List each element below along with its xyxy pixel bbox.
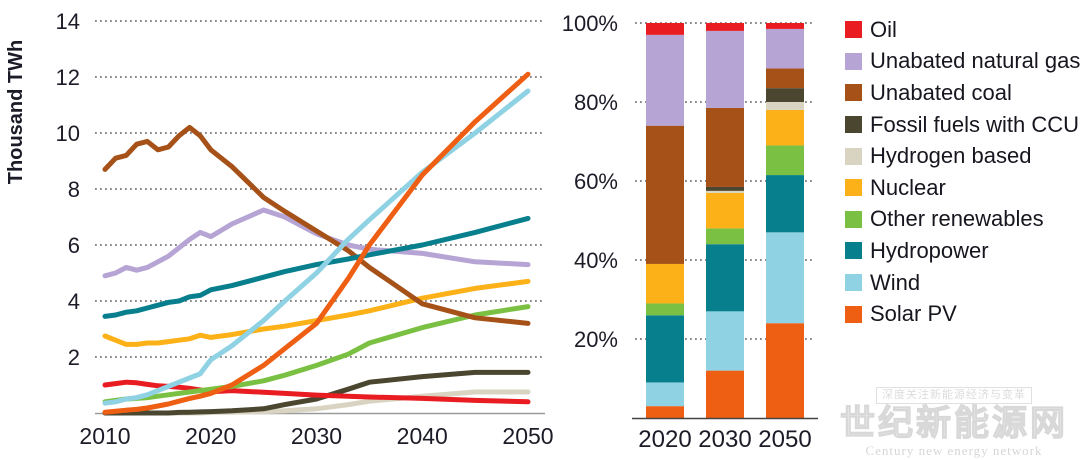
segment-solar-pv <box>706 370 744 418</box>
segment-hydropower <box>766 175 804 233</box>
legend-item-solar-pv: Solar PV <box>845 298 1080 330</box>
bar-category-label: 2030 <box>698 426 751 453</box>
y-tick-label: 2 <box>68 345 80 370</box>
legend: Oil Unabated natural gas Unabated coal Foss… <box>845 14 1080 330</box>
segment-other-renewables <box>646 303 684 316</box>
legend-item-fossil-fuels-with-ccus: Fossil fuels with CCUS <box>845 109 1080 141</box>
legend-label: Hydropower <box>870 237 989 263</box>
legend-label: Unabated coal <box>870 79 1012 105</box>
series-line-solar-pv <box>102 71 531 415</box>
segment-hydrogen-based <box>706 190 744 193</box>
segment-wind <box>706 311 744 371</box>
watermark-title: 世纪新能源网 <box>839 404 1069 444</box>
segment-hydropower <box>646 315 684 383</box>
unabated-natural-gas-swatch-icon <box>845 52 862 70</box>
segment-hydrogen-based <box>766 102 804 110</box>
segment-oil <box>766 23 804 29</box>
y-tick-label: 6 <box>68 233 80 258</box>
y-tick-label: 12 <box>56 65 80 90</box>
stacked-bar-2030 <box>706 23 744 418</box>
x-tick-label: 2030 <box>291 423 342 449</box>
watermark: 深度关注新能源经济与变革 世纪新能源网 Century new energy n… <box>839 386 1069 458</box>
segment-oil <box>706 23 744 31</box>
legend-label: Solar PV <box>870 301 957 327</box>
legend-label: Unabated natural gas <box>870 48 1080 74</box>
legend-item-unabated-natural-gas: Unabated natural gas <box>845 46 1080 78</box>
bar-category-label: 2050 <box>758 426 811 453</box>
segment-nuclear <box>766 109 804 146</box>
other-renewables-swatch-icon <box>845 210 862 228</box>
pct-tick-label: 60% <box>574 169 618 194</box>
segment-fossil-fuels-with-ccus <box>706 186 744 191</box>
hydropower-swatch-icon <box>845 242 862 260</box>
segment-wind <box>646 382 684 407</box>
segment-oil <box>646 23 684 35</box>
legend-label: Other renewables <box>870 206 1044 232</box>
watermark-tagline: 深度关注新能源经济与变革 <box>876 387 1032 405</box>
segment-unabated-natural-gas <box>766 28 804 69</box>
x-tick-label: 2020 <box>185 423 236 449</box>
generation-share-bar-chart: 20% 40% 60% 80% 100% 2020 2030 2050 <box>562 11 818 453</box>
pct-tick-label: 20% <box>574 327 618 352</box>
y-tick-label: 8 <box>68 177 80 202</box>
pct-tick-label: 40% <box>574 248 618 273</box>
y-tick-label: 4 <box>68 289 80 314</box>
segment-nuclear <box>706 192 744 229</box>
legend-item-wind: Wind <box>845 267 1080 299</box>
series-line-hydropower <box>102 215 531 319</box>
watermark-subtitle: Century new energy network <box>865 443 1043 458</box>
x-tick-label: 2040 <box>397 423 448 449</box>
segment-fossil-fuels-with-ccus <box>766 88 804 102</box>
segment-other-renewables <box>706 228 744 245</box>
x-tick-label: 2050 <box>502 423 553 449</box>
pct-tick-label: 100% <box>562 11 618 36</box>
y-gridlines <box>95 20 545 358</box>
series-line-nuclear <box>102 278 531 347</box>
bar-category-label: 2020 <box>638 426 691 453</box>
unabated-coal-swatch-icon <box>845 84 862 102</box>
legend-item-unabated-coal: Unabated coal <box>845 77 1080 109</box>
fossil-fuels-with-ccus-swatch-icon <box>845 116 862 134</box>
series-line-fossil-fuels-with-ccus <box>102 369 531 416</box>
segment-solar-pv <box>766 323 804 418</box>
segment-unabated-coal <box>646 125 684 264</box>
hydrogen-based-swatch-icon <box>845 147 862 165</box>
legend-label: Wind <box>870 269 921 295</box>
series-line-unabated-coal <box>102 124 531 326</box>
series-line-wind <box>102 88 531 406</box>
segment-hydropower <box>706 244 744 312</box>
segment-unabated-natural-gas <box>706 30 744 108</box>
pct-tick-label: 80% <box>574 90 618 115</box>
segment-unabated-natural-gas <box>646 34 684 126</box>
stacked-bar-2020 <box>646 23 684 418</box>
legend-label: Fossil fuels with CCUS <box>870 111 1080 137</box>
segment-unabated-coal <box>706 107 744 187</box>
oil-swatch-icon <box>845 21 862 39</box>
y-tick-label: 14 <box>56 9 80 34</box>
y-tick-label: 10 <box>56 121 80 146</box>
segment-wind <box>766 232 804 324</box>
nuclear-swatch-icon <box>845 179 862 197</box>
legend-label: Nuclear <box>870 174 946 200</box>
generation-line-chart: 2 4 6 8 10 12 14 Thousand TWh 2010 2020 2030 2040 20… <box>5 9 554 449</box>
segment-unabated-coal <box>766 68 804 89</box>
y-axis-title: Thousand TWh <box>5 40 27 184</box>
legend-label: Hydrogen based <box>870 143 1032 169</box>
wind-swatch-icon <box>845 274 862 292</box>
legend-item-other-renewables: Other renewables <box>845 204 1080 236</box>
segment-nuclear <box>646 263 684 304</box>
legend-item-oil: Oil <box>845 14 1080 46</box>
stacked-bar-2050 <box>766 23 804 418</box>
solar-pv-swatch-icon <box>845 305 862 323</box>
legend-item-hydropower: Hydropower <box>845 235 1080 267</box>
segment-solar-pv <box>646 406 684 418</box>
legend-item-nuclear: Nuclear <box>845 172 1080 204</box>
legend-label: Oil <box>870 16 897 42</box>
legend-item-hydrogen-based: Hydrogen based <box>845 140 1080 172</box>
segment-other-renewables <box>766 145 804 176</box>
x-tick-label: 2010 <box>79 423 130 449</box>
